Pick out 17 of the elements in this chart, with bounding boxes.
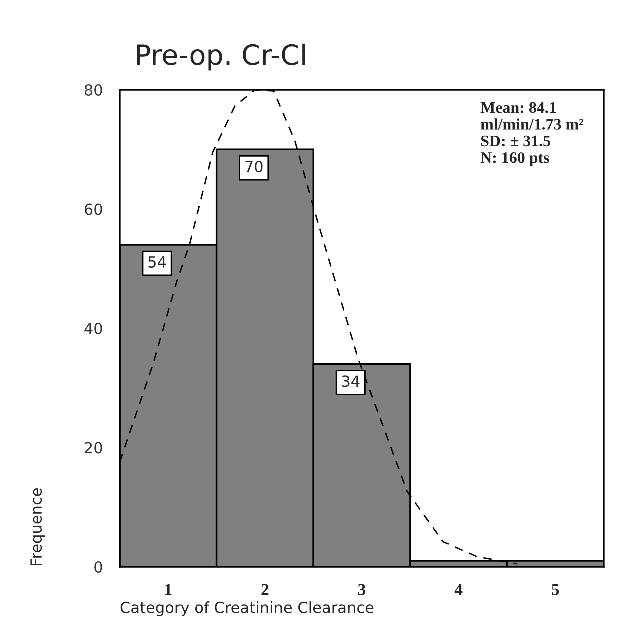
data-label: 54	[148, 256, 166, 268]
data-label: 70	[246, 161, 263, 173]
data-label: 34	[342, 376, 360, 388]
y-tick-label: 40	[84, 322, 102, 335]
x-tick-label: 3	[358, 584, 366, 596]
chart-title: Pre-op. Cr-Cl	[137, 44, 306, 71]
x-tick-label: 4	[454, 584, 463, 596]
x-axis-title: Category of Creatinine Clearance	[120, 602, 374, 616]
y-tick-label: 60	[84, 204, 102, 216]
x-tick-label: 2	[262, 584, 269, 596]
y-tick-label: 20	[85, 442, 102, 454]
annotation: Mean: 84.1 ml/min/1.73 m² SD: ± 31.5 N: 160 pts	[480, 102, 584, 167]
y-axis-title: Frequence	[30, 488, 46, 566]
x-tick-label: 5	[552, 584, 560, 596]
y-tick-label: 80	[84, 84, 102, 96]
x-tick-label: 1	[166, 584, 172, 596]
y-tick-label: 0	[94, 561, 102, 574]
